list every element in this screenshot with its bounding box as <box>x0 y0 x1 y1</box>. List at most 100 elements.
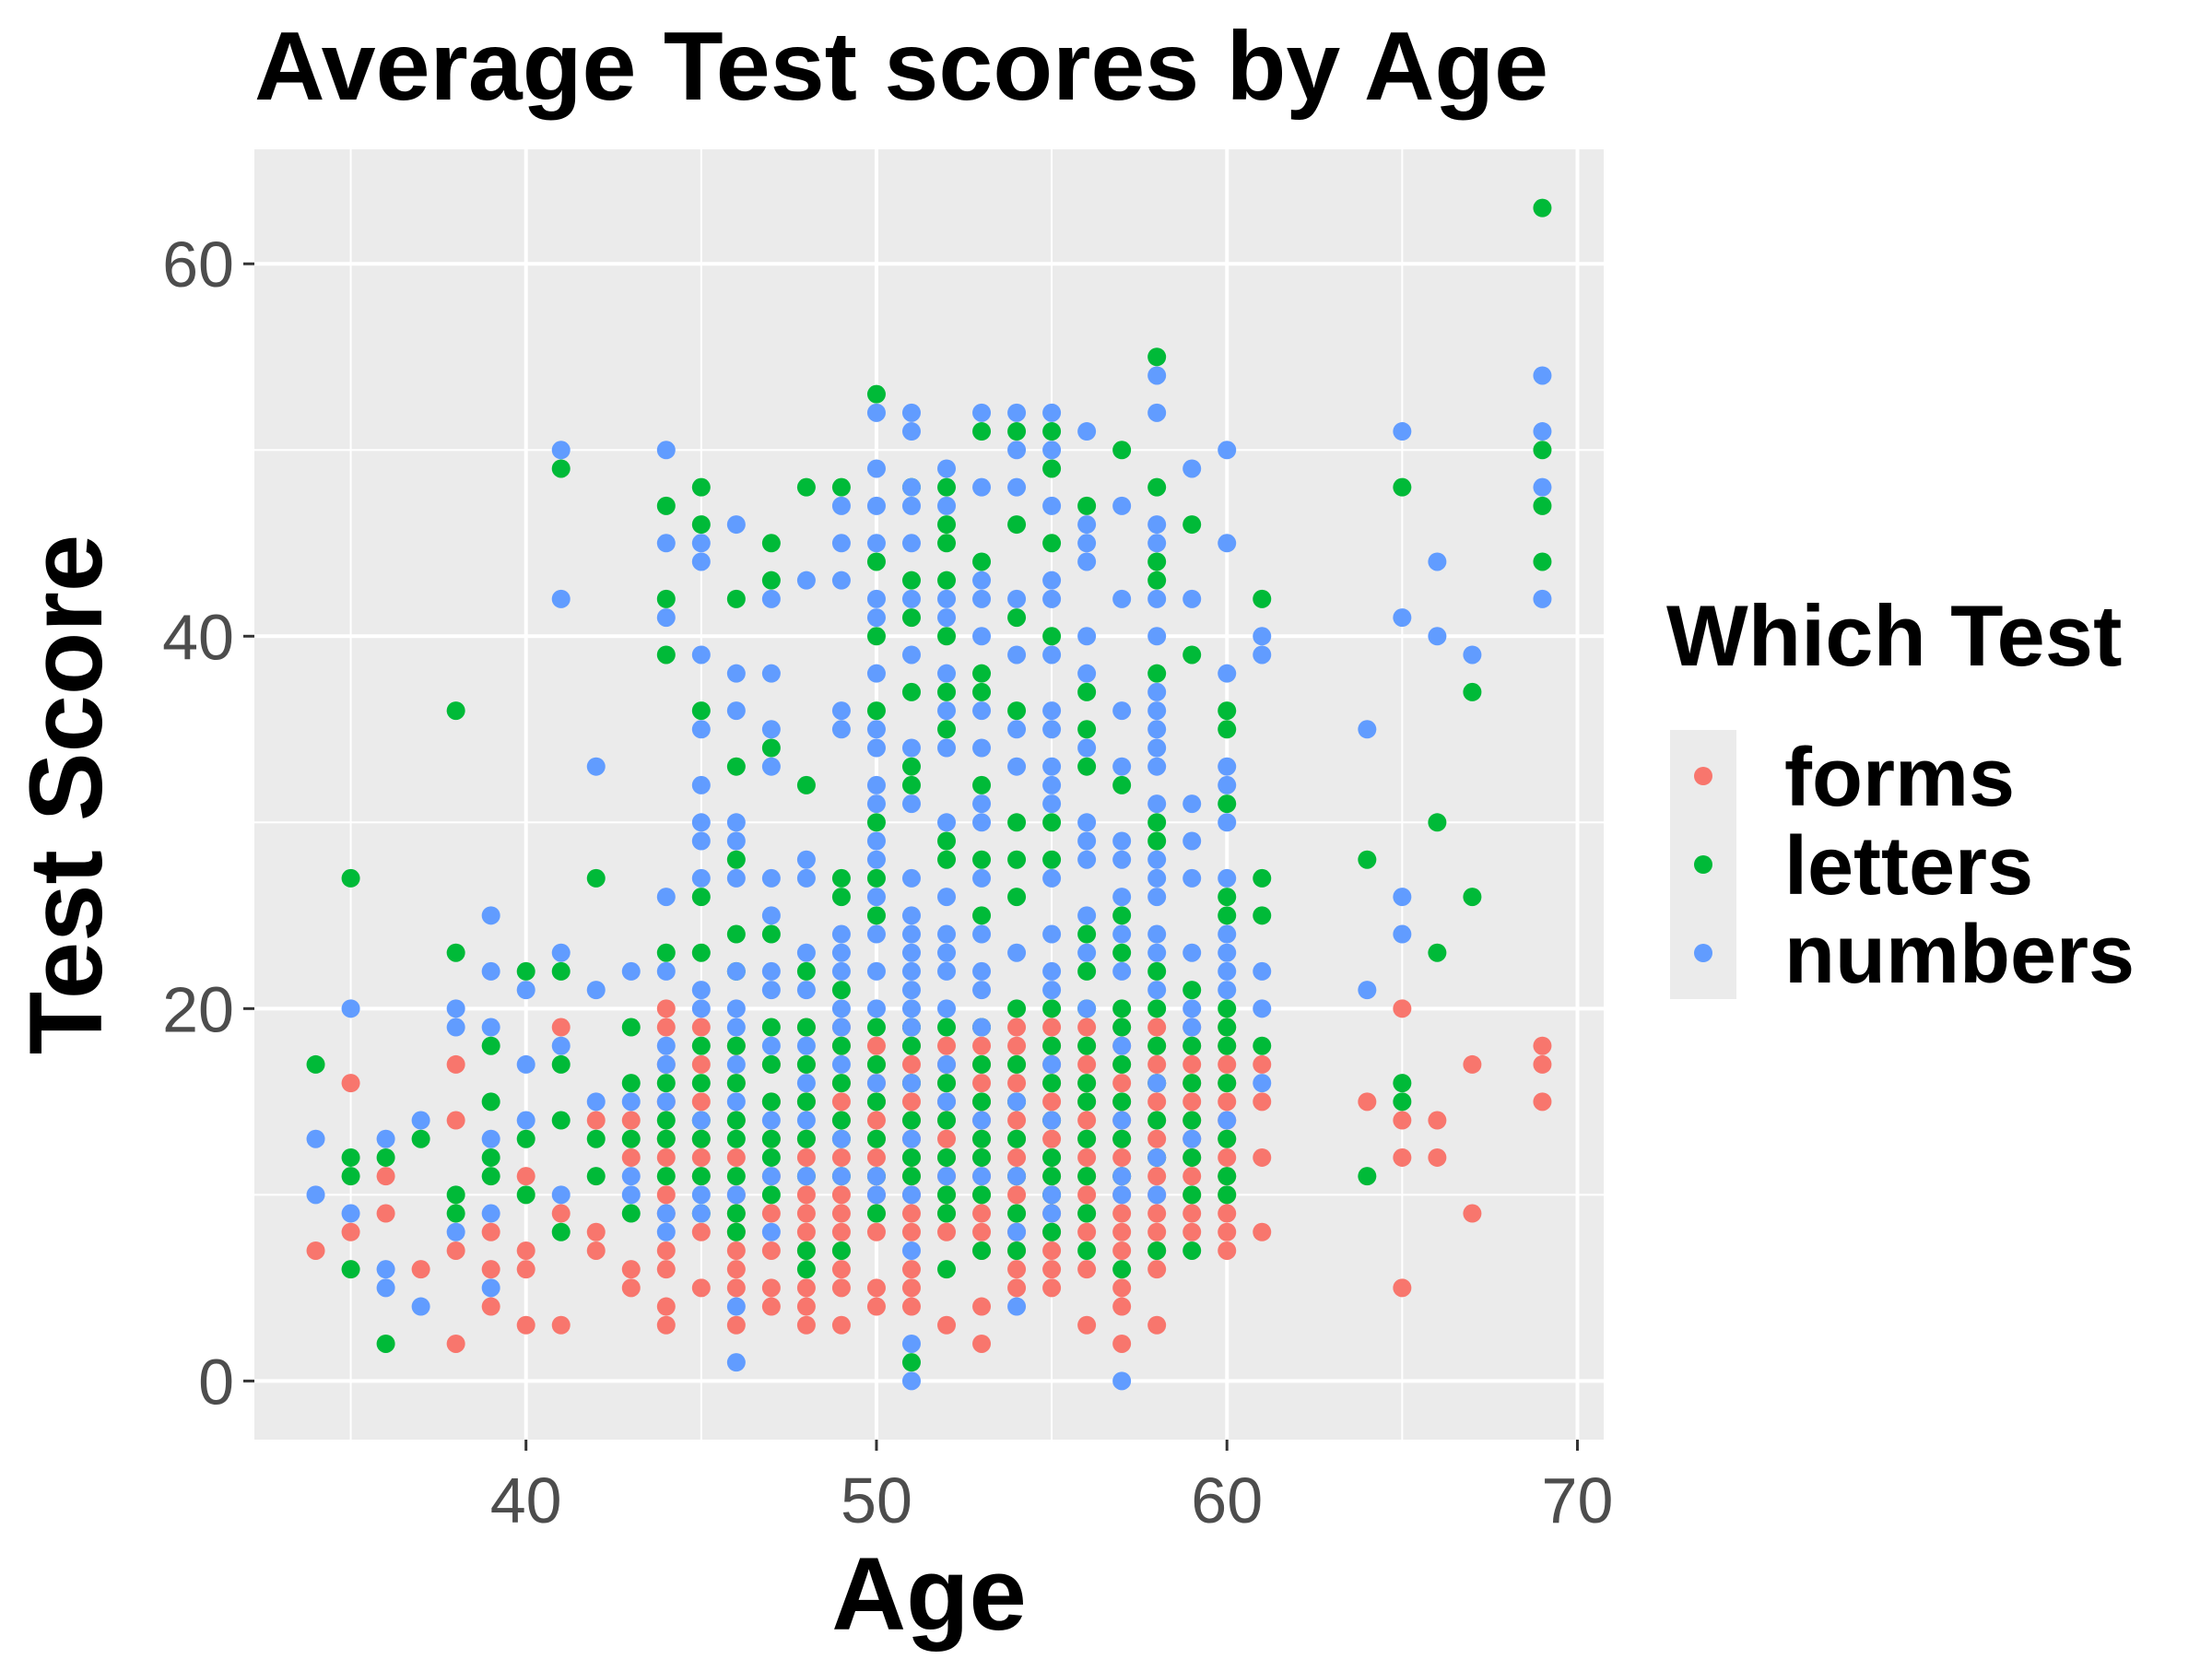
point-letters <box>761 738 781 758</box>
point-numbers <box>1218 961 1237 981</box>
point-numbers <box>1112 888 1132 907</box>
point-numbers <box>726 515 746 535</box>
point-numbers <box>1182 1129 1202 1148</box>
point-forms <box>551 1204 571 1223</box>
point-letters <box>1112 1018 1132 1037</box>
point-letters <box>1218 1074 1237 1093</box>
point-letters <box>831 1241 851 1260</box>
point-numbers <box>1112 850 1132 869</box>
point-forms <box>1147 1129 1167 1148</box>
point-letters <box>1007 608 1027 628</box>
point-letters <box>341 1260 360 1279</box>
point-forms <box>1253 1092 1272 1112</box>
point-numbers <box>446 1222 465 1241</box>
point-forms <box>446 1334 465 1353</box>
point-numbers <box>691 831 711 851</box>
point-forms <box>586 1241 606 1260</box>
point-numbers <box>1112 924 1132 944</box>
point-letters <box>341 868 360 888</box>
point-numbers <box>726 1297 746 1316</box>
point-letters <box>937 720 957 739</box>
point-numbers <box>901 1074 921 1093</box>
point-numbers <box>656 534 676 553</box>
point-numbers <box>726 868 746 888</box>
point-forms <box>1147 1260 1167 1279</box>
point-numbers <box>831 571 851 590</box>
point-letters <box>761 1054 781 1074</box>
point-letters <box>726 1167 746 1186</box>
point-numbers <box>1147 757 1167 776</box>
point-forms <box>1358 1092 1377 1112</box>
point-numbers <box>796 1074 816 1093</box>
point-letters <box>656 589 676 608</box>
point-numbers <box>1533 589 1552 608</box>
point-numbers <box>1077 422 1097 441</box>
point-forms <box>1112 1334 1132 1353</box>
point-numbers <box>656 888 676 907</box>
point-numbers <box>1042 868 1062 888</box>
point-letters <box>937 627 957 646</box>
point-numbers <box>1253 645 1272 665</box>
point-numbers <box>901 589 921 608</box>
point-numbers <box>691 1204 711 1223</box>
point-forms <box>1533 1036 1552 1055</box>
point-forms <box>1042 1092 1062 1112</box>
point-numbers <box>1112 1111 1132 1130</box>
point-letters <box>1218 1185 1237 1205</box>
point-numbers <box>901 943 921 962</box>
point-letters <box>1253 1036 1272 1055</box>
point-numbers <box>376 1278 395 1298</box>
point-letters <box>866 813 886 832</box>
point-forms <box>972 1334 992 1353</box>
point-numbers <box>761 720 781 739</box>
point-letters <box>796 1092 816 1112</box>
point-letters <box>1147 664 1167 683</box>
point-letters <box>901 682 921 701</box>
point-forms <box>901 1260 921 1279</box>
point-letters <box>831 1036 851 1055</box>
point-forms <box>831 1204 851 1223</box>
point-numbers <box>1007 403 1027 422</box>
point-numbers <box>831 1129 851 1148</box>
point-numbers <box>972 403 992 422</box>
point-numbers <box>691 999 711 1018</box>
point-numbers <box>1182 868 1202 888</box>
point-letters <box>937 1204 957 1223</box>
point-numbers <box>516 981 535 1000</box>
point-letters <box>1042 1222 1062 1241</box>
point-forms <box>1463 1204 1482 1223</box>
point-letters <box>796 1241 816 1260</box>
point-forms <box>1393 1147 1412 1167</box>
point-letters <box>656 943 676 962</box>
point-numbers <box>831 943 851 962</box>
point-forms <box>1112 1278 1132 1298</box>
point-numbers <box>1218 981 1237 1000</box>
point-letters <box>972 1092 992 1112</box>
y-tick-label: 40 <box>162 601 234 673</box>
point-forms <box>1112 1147 1132 1167</box>
point-numbers <box>866 1185 886 1205</box>
y-axis-title: Test Score <box>8 535 124 1054</box>
point-letters <box>1042 422 1062 441</box>
point-forms <box>621 1147 641 1167</box>
point-letters <box>656 1129 676 1148</box>
point-letters <box>866 627 886 646</box>
point-forms <box>656 1185 676 1205</box>
point-forms <box>831 1185 851 1205</box>
point-forms <box>376 1167 395 1186</box>
point-numbers <box>1358 981 1377 1000</box>
point-numbers <box>411 1111 430 1130</box>
point-numbers <box>866 1074 886 1093</box>
point-letters <box>761 534 781 553</box>
legend-label-numbers: numbers <box>1784 909 2135 1001</box>
point-forms <box>1182 1054 1202 1074</box>
point-numbers <box>761 757 781 776</box>
point-forms <box>481 1297 500 1316</box>
point-forms <box>1042 1241 1062 1260</box>
point-letters <box>901 1167 921 1186</box>
point-numbers <box>481 1129 500 1148</box>
point-forms <box>1007 1018 1027 1037</box>
point-letters <box>621 1018 641 1037</box>
point-numbers <box>691 534 711 553</box>
